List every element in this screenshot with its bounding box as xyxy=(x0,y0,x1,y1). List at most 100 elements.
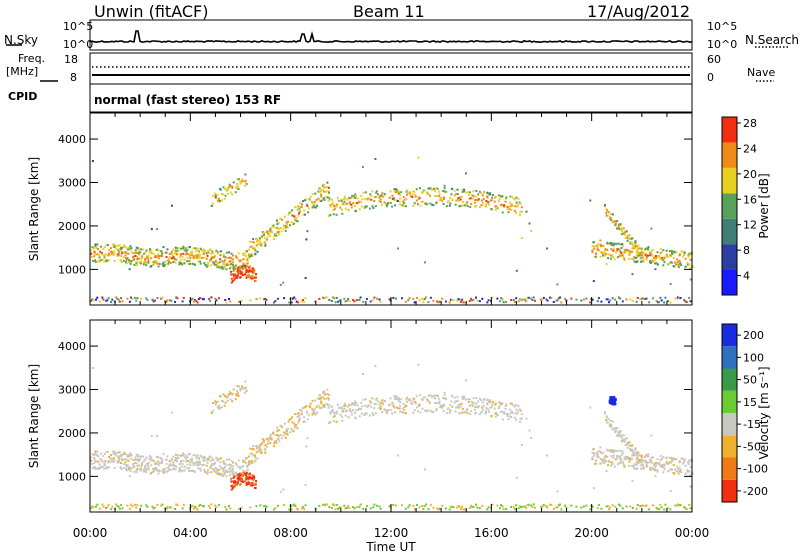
velocity-panel-cell xyxy=(633,463,636,466)
power-panel-cell xyxy=(128,259,131,262)
power-panel-cell xyxy=(665,255,668,258)
power-panel-cell xyxy=(169,299,171,302)
velocity-panel-cell xyxy=(142,468,145,471)
power-panel-cell xyxy=(234,274,237,277)
power-panel-cell xyxy=(411,195,414,198)
power-panel-cell xyxy=(348,196,351,199)
power-panel-cell xyxy=(189,263,191,265)
velocity-panel-cell xyxy=(224,472,226,475)
power-panel-cell xyxy=(95,298,97,301)
velocity-panel-cell xyxy=(128,507,131,510)
power-panel-cell xyxy=(223,260,225,263)
velocity-panel-cell xyxy=(156,504,159,506)
power-panel-cell xyxy=(417,196,420,199)
power-panel-cell xyxy=(596,300,599,303)
velocity-panel-cell xyxy=(602,461,605,464)
velocity-panel-cell xyxy=(350,413,353,416)
power-panel-cell xyxy=(215,264,218,267)
x-axis-label: Time UT xyxy=(365,540,416,554)
velocity-panel-cell xyxy=(477,400,480,403)
velocity-panel-cell xyxy=(506,415,509,418)
power-panel-cell xyxy=(477,198,480,201)
power-panel-cell xyxy=(623,251,626,254)
power-panel-cell xyxy=(520,237,523,239)
velocity-panel-cell xyxy=(103,453,106,455)
power-panel-cell xyxy=(240,271,243,274)
velocity-panel-cell xyxy=(640,455,643,458)
velocity-panel-cell xyxy=(195,507,198,510)
power-panel-cell xyxy=(450,193,453,196)
power-panel-cell xyxy=(157,249,160,252)
velocity-panel-cell xyxy=(355,506,358,509)
velocity-panel-cell xyxy=(210,465,213,468)
power-panel-cell xyxy=(409,192,411,195)
velocity-panel-cell xyxy=(371,412,374,415)
power-panel-cell xyxy=(175,296,178,299)
velocity-panel-cell xyxy=(458,412,461,415)
velocity-panel-cell xyxy=(238,466,241,469)
velocity-panel-cell xyxy=(669,461,672,464)
power-panel-cell xyxy=(129,245,132,248)
power-panel-cell xyxy=(451,187,454,190)
power-panel-cell xyxy=(212,261,215,264)
power-panel-cell xyxy=(221,265,224,268)
velocity-panel-cell xyxy=(461,395,464,398)
velocity-panel-cell xyxy=(123,451,126,454)
power-panel-cell xyxy=(239,182,242,185)
power-panel-cell xyxy=(150,251,153,254)
velocity-panel-cell xyxy=(245,472,248,475)
velocity-panel-cell xyxy=(286,433,289,436)
power-panel-cell xyxy=(338,299,341,302)
power-panel-cell xyxy=(216,266,219,268)
velocity-panel-cell xyxy=(335,412,338,415)
velocity-panel-cell xyxy=(453,396,456,399)
power-panel-cell xyxy=(273,238,275,241)
velocity-panel-cell xyxy=(462,508,465,511)
velocity-panel-cell xyxy=(611,398,615,402)
power-panel-cell xyxy=(98,300,101,303)
power-panel-cell xyxy=(273,235,276,238)
velocity-panel-cell xyxy=(188,466,191,469)
power-panel-cell xyxy=(285,221,288,224)
velocity-panel-cell xyxy=(445,412,448,415)
power-panel-cell xyxy=(622,245,625,248)
velocity-panel-cell xyxy=(242,465,245,468)
velocity-panel-cell xyxy=(401,407,404,410)
velocity-panel-cell xyxy=(138,460,141,463)
power-panel-cell xyxy=(197,260,200,263)
velocity-panel-cell xyxy=(638,461,641,464)
power-panel-cell xyxy=(297,208,300,211)
velocity-panel-cell xyxy=(210,411,213,414)
velocity-panel-cell xyxy=(166,455,169,458)
power-panel-cell xyxy=(243,273,246,276)
velocity-panel-cell xyxy=(305,405,308,408)
velocity-panel-cell xyxy=(179,459,182,462)
velocity-panel-cell xyxy=(395,398,398,401)
power-panel-cell xyxy=(658,301,661,304)
power-panel-cell xyxy=(139,251,142,254)
power-panel-cell xyxy=(565,299,568,302)
power-panel-cell xyxy=(431,188,434,191)
velocity-panel-cell xyxy=(631,448,634,451)
velocity-panel-cell xyxy=(389,397,392,400)
power-panel-cell xyxy=(461,188,464,191)
power-panel-cell xyxy=(376,297,378,300)
power-panel-cell xyxy=(249,270,252,272)
power-panel-cell xyxy=(457,298,460,301)
velocity-panel-cell xyxy=(613,449,616,452)
power-panel-cell xyxy=(668,254,671,257)
velocity-panel-cell xyxy=(419,394,421,397)
velocity-panel-cell xyxy=(429,394,432,397)
power-panel-cell xyxy=(252,247,255,250)
velocity-panel-cell xyxy=(138,464,141,467)
velocity-panel-cell xyxy=(246,476,249,479)
velocity-panel-cell xyxy=(264,451,267,454)
power-panel-cell xyxy=(397,192,400,195)
velocity-panel-cell xyxy=(655,464,658,467)
power-panel-cell xyxy=(549,296,551,299)
power-panel-cell xyxy=(274,300,277,303)
velocity-panel-cell xyxy=(660,464,662,467)
power-panel-cell xyxy=(505,196,508,199)
velocity-panel-cell xyxy=(174,456,177,459)
velocity-panel-cell xyxy=(291,416,294,419)
